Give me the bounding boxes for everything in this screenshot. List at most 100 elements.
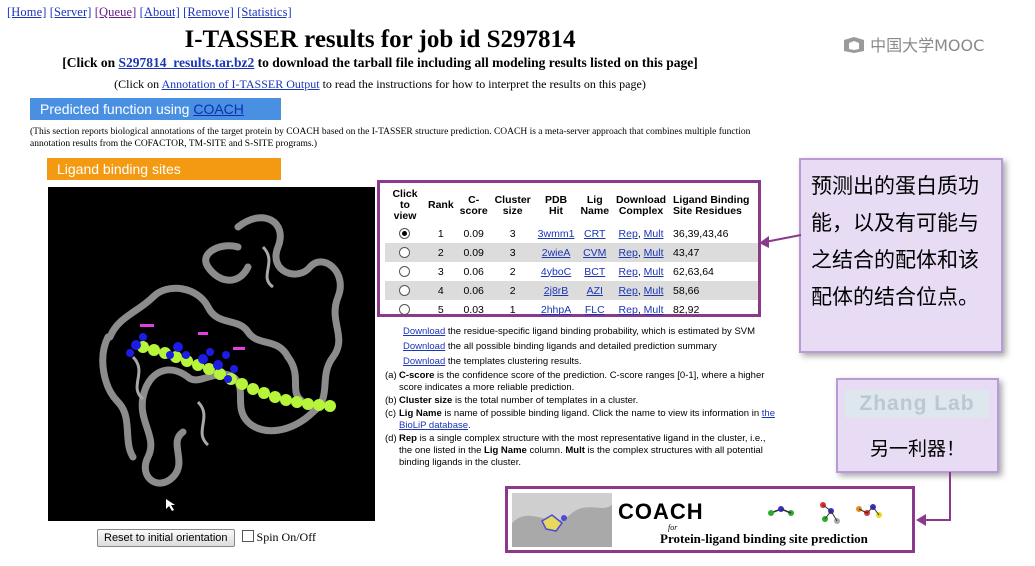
spin-checkbox[interactable] xyxy=(241,530,254,542)
top-navigation: [Home] [Server] [Queue] [About] [Remove]… xyxy=(7,5,292,20)
mult-link[interactable]: Mult xyxy=(643,227,664,240)
predicted-function-label: Predicted function using xyxy=(40,101,194,117)
rep-link[interactable]: Rep xyxy=(618,303,638,316)
table-notes: (a) C-score is the confidence score of th… xyxy=(385,370,780,470)
residues-cell: 58,66 xyxy=(670,281,758,300)
view-radio-5[interactable] xyxy=(399,304,411,316)
nav-statistics-link[interactable]: [Statistics] xyxy=(237,5,292,19)
note-tail: . xyxy=(468,420,471,431)
structure-viewer[interactable] xyxy=(48,187,375,521)
ligand-binding-table: Click to view Rank C-score Cluster size … xyxy=(385,187,758,319)
lig-name-link[interactable]: CVM xyxy=(583,246,607,259)
col-download-complex: Download Complex xyxy=(615,193,667,217)
download-probability-link[interactable]: Download xyxy=(403,326,446,337)
col-binding-residues: Ligand Binding Site Residues xyxy=(673,193,750,217)
col-cscore: C-score xyxy=(459,193,488,217)
note-key: (b) xyxy=(385,395,397,406)
arrow-down-left-icon xyxy=(916,472,951,526)
tarball-instruction: [Click on S297814_results.tar.bz2 to dow… xyxy=(0,55,760,71)
note-b: (b) Cluster size is the total number of t… xyxy=(385,395,780,407)
spin-label: Spin On/Off xyxy=(256,530,316,544)
note-d: (d) Rep is a single complex structure wit… xyxy=(385,433,780,469)
mult-link[interactable]: Mult xyxy=(643,246,664,259)
nav-queue-link[interactable]: [Queue] xyxy=(94,5,137,19)
lig-name-link[interactable]: FLC xyxy=(584,303,605,316)
pdb-hit-link[interactable]: 3wmm1 xyxy=(537,227,575,240)
note-c: (c) Lig Name is name of possible binding … xyxy=(385,408,780,432)
lig-name-link[interactable]: AZI xyxy=(586,284,603,297)
protein-structure-image xyxy=(99,214,344,511)
callout-zhang-lab: Zhang Lab 另一利器！ xyxy=(836,378,999,473)
reset-orientation-button[interactable]: Reset to initial orientation xyxy=(97,529,235,547)
tarball-suffix: to download the tarball file including a… xyxy=(254,55,698,70)
download-clustering-link[interactable]: Download xyxy=(403,356,446,367)
view-radio-3[interactable] xyxy=(399,266,411,278)
note-key: (a) xyxy=(385,370,397,381)
nav-remove-link[interactable]: [Remove] xyxy=(183,5,234,19)
arrow-left-icon xyxy=(759,234,802,248)
pdb-hit-link[interactable]: 4yboC xyxy=(540,265,572,278)
download-ligands-text: the all possible binding ligands and det… xyxy=(445,341,717,352)
col-rank: Rank xyxy=(427,199,454,211)
download-links: Download the residue-specific ligand bin… xyxy=(403,324,755,369)
annotation-suffix: to read the instructions for how to inte… xyxy=(319,77,646,91)
coach-link[interactable]: COACH xyxy=(193,101,244,117)
rep-link[interactable]: Rep xyxy=(618,227,638,240)
table-row: 2 0.09 3 2wieA CVM Rep, Mult 43,47 xyxy=(385,243,758,262)
coach-subtitle: Protein-ligand binding site prediction xyxy=(660,531,868,546)
pdb-hit-link[interactable]: 2hhpA xyxy=(540,303,572,316)
rank-cell: 1 xyxy=(437,227,444,240)
rank-cell: 4 xyxy=(424,281,457,300)
residues-cell: 36,39,43,46 xyxy=(673,227,729,240)
cscore-cell: 0.06 xyxy=(463,265,484,278)
annotation-prefix: (Click on xyxy=(114,77,162,91)
note-key: (c) xyxy=(385,408,397,419)
annotation-link[interactable]: Annotation of I-TASSER Output xyxy=(161,77,320,91)
rank-cell: 5 xyxy=(437,303,444,316)
note-term: C-score xyxy=(399,370,435,381)
list-item: Download the all possible binding ligand… xyxy=(403,339,755,354)
note-term: Rep xyxy=(399,433,417,444)
nav-home-link[interactable]: [Home] xyxy=(7,5,47,19)
zhang-lab-logo: Zhang Lab xyxy=(845,390,989,418)
ligand-table-highlight: Click to view Rank C-score Cluster size … xyxy=(377,180,761,317)
rep-link[interactable]: Rep xyxy=(618,284,638,297)
mooc-text: 中国大学MOOC xyxy=(870,36,985,55)
note-term: Mult xyxy=(565,445,585,456)
lig-name-link[interactable]: BCT xyxy=(584,265,606,278)
cscore-cell: 0.09 xyxy=(456,243,491,262)
lig-name-link[interactable]: CRT xyxy=(584,227,606,240)
mult-link[interactable]: Mult xyxy=(643,284,664,297)
tarball-download-link[interactable]: S297814_results.tar.bz2 xyxy=(118,55,255,70)
nav-about-link[interactable]: [About] xyxy=(139,5,180,19)
col-click-to-view: Click to view xyxy=(392,188,418,222)
rep-link[interactable]: Rep xyxy=(618,265,638,278)
note-text: column. xyxy=(526,445,566,456)
pdb-hit-link[interactable]: 2j8rB xyxy=(543,284,569,297)
rank-cell: 3 xyxy=(437,265,444,278)
ligand-binding-sites-header: Ligand binding sites xyxy=(47,158,281,180)
biolip-link[interactable]: the BioLiP database xyxy=(399,408,775,431)
coach-title: COACH xyxy=(618,499,704,524)
mult-link[interactable]: Mult xyxy=(643,265,664,278)
cluster-cell: 1 xyxy=(509,303,516,316)
download-ligands-link[interactable]: Download xyxy=(403,341,446,352)
table-row: 4 0.06 2 2j8rB AZI Rep, Mult 58,66 xyxy=(385,281,758,300)
rep-link[interactable]: Rep xyxy=(618,246,638,259)
page-title: I-TASSER results for job id S297814 xyxy=(184,26,576,53)
mult-link[interactable]: Mult xyxy=(643,303,664,316)
view-radio-4[interactable] xyxy=(399,285,411,297)
view-radio-1[interactable] xyxy=(399,228,411,240)
residues-cell: 82,92 xyxy=(673,303,700,316)
col-lig-name: Lig Name xyxy=(580,193,610,217)
nav-server-link[interactable]: [Server] xyxy=(49,5,92,19)
pdb-hit-link[interactable]: 2wieA xyxy=(541,246,571,259)
cscore-cell: 0.09 xyxy=(463,227,484,240)
col-cluster-size: Cluster size xyxy=(494,193,531,217)
note-text: is name of possible binding ligand. Clic… xyxy=(441,408,762,419)
note-term: Lig Name xyxy=(484,445,527,456)
view-radio-2[interactable] xyxy=(399,247,411,259)
cscore-cell: 0.06 xyxy=(456,281,491,300)
mooc-watermark: 中国大学MOOC xyxy=(843,32,984,56)
note-text: is the complex structures with all poten… xyxy=(399,445,763,468)
